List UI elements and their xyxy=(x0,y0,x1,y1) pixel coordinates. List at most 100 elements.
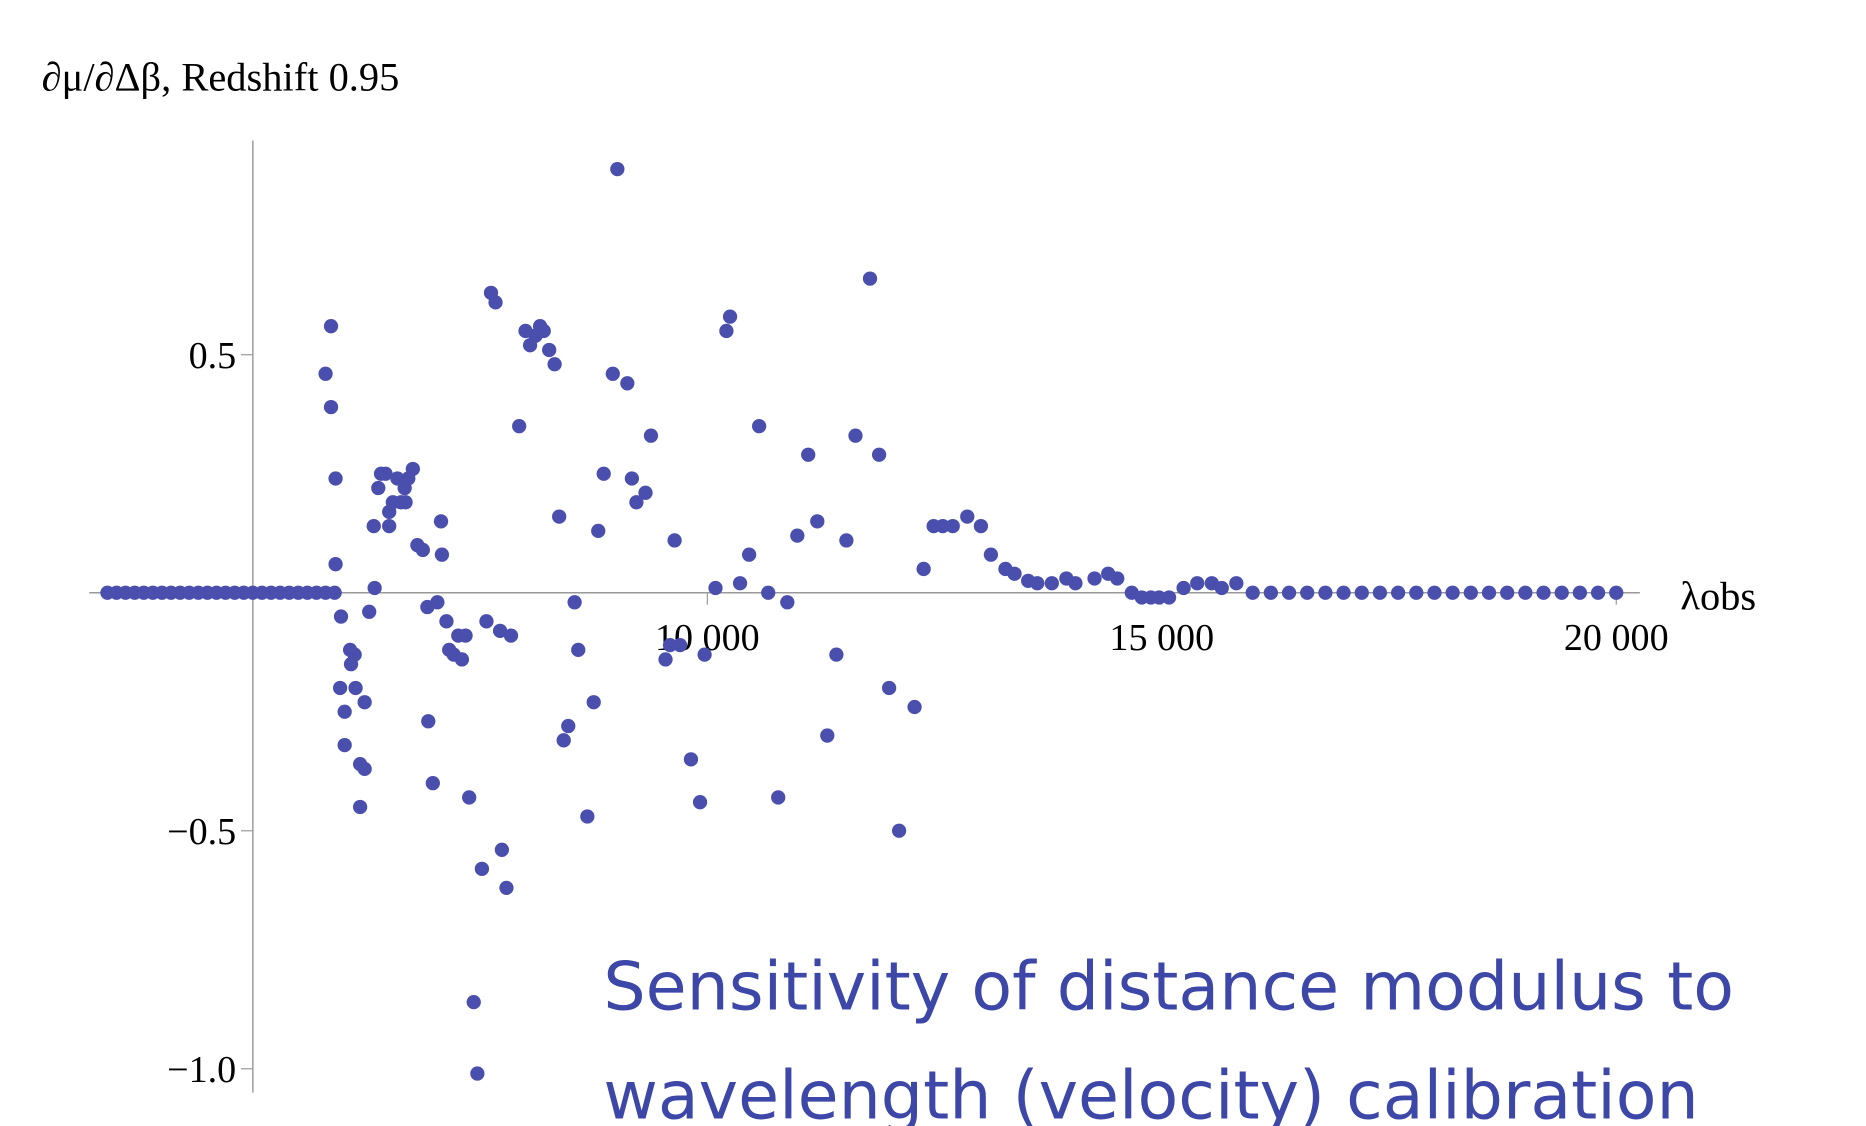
point xyxy=(347,647,362,662)
point xyxy=(916,561,931,577)
point xyxy=(556,733,571,748)
point xyxy=(1068,576,1083,591)
point xyxy=(470,1066,485,1081)
point xyxy=(935,518,950,534)
point xyxy=(571,642,586,658)
point xyxy=(352,799,368,815)
point xyxy=(328,557,343,572)
point xyxy=(1263,585,1279,600)
point xyxy=(1087,571,1102,586)
point xyxy=(357,761,372,777)
point xyxy=(741,547,757,562)
point xyxy=(790,528,805,543)
point xyxy=(643,428,659,443)
point xyxy=(1044,576,1059,591)
point xyxy=(1354,585,1369,600)
x-tick-label: 20 000 xyxy=(1564,617,1669,659)
point xyxy=(439,614,454,629)
point xyxy=(697,647,712,662)
point xyxy=(891,823,907,838)
point xyxy=(492,623,508,638)
point xyxy=(638,485,653,500)
point xyxy=(692,795,708,810)
point xyxy=(382,518,397,534)
point xyxy=(536,323,551,339)
point xyxy=(332,680,348,696)
point xyxy=(624,471,640,486)
point xyxy=(1590,585,1606,600)
point xyxy=(708,580,723,596)
point xyxy=(662,637,678,653)
point xyxy=(323,319,339,334)
point xyxy=(862,271,878,286)
point xyxy=(732,576,748,591)
point xyxy=(378,466,393,481)
point xyxy=(1572,585,1588,600)
point xyxy=(620,376,635,391)
point xyxy=(462,790,477,805)
point xyxy=(1281,585,1297,600)
point xyxy=(580,809,595,824)
point xyxy=(434,547,450,562)
point xyxy=(610,161,625,177)
point xyxy=(1151,590,1167,605)
point xyxy=(567,595,582,610)
point xyxy=(1481,585,1497,600)
point xyxy=(421,714,436,729)
point xyxy=(512,419,527,434)
annotation: Sensitivity of distance modulus to xyxy=(603,947,1734,1025)
point xyxy=(1500,585,1515,600)
point xyxy=(983,547,999,562)
annotation: wavelength (velocity) calibration xyxy=(603,1057,1698,1126)
point xyxy=(960,509,975,524)
point xyxy=(415,542,430,558)
point xyxy=(1214,580,1229,596)
point xyxy=(430,595,445,610)
point xyxy=(810,514,825,529)
point xyxy=(366,518,381,534)
point xyxy=(318,366,333,381)
point xyxy=(829,647,844,662)
point xyxy=(503,628,519,643)
point xyxy=(337,737,352,753)
point xyxy=(458,628,473,643)
point xyxy=(398,495,413,510)
point xyxy=(1445,585,1460,600)
point xyxy=(596,466,611,481)
point xyxy=(820,728,835,743)
y-tick-label: −0.5 xyxy=(167,811,236,853)
point xyxy=(371,480,386,496)
point xyxy=(1427,585,1442,600)
point xyxy=(871,447,887,462)
point xyxy=(466,994,481,1010)
x-axis-label: λobs xyxy=(1680,573,1756,618)
point xyxy=(1609,585,1624,600)
point xyxy=(801,447,816,462)
point xyxy=(683,752,699,767)
point xyxy=(357,695,372,710)
y-tick-label: −1.0 xyxy=(167,1049,236,1091)
point xyxy=(719,323,734,339)
point xyxy=(433,514,449,529)
point xyxy=(405,461,420,477)
point xyxy=(1518,585,1533,600)
plot-area: 10 000 15 000 20 000−1.0−0.50.5 xyxy=(89,140,1669,1093)
point xyxy=(333,609,349,624)
point xyxy=(494,842,510,857)
point xyxy=(1336,585,1351,600)
point xyxy=(1300,585,1315,600)
point xyxy=(667,533,682,548)
point xyxy=(945,518,960,534)
point xyxy=(499,880,514,896)
point xyxy=(591,523,606,539)
chart-title: ∂μ/∂Δβ, Redshift 0.95 xyxy=(42,55,400,100)
point xyxy=(973,518,989,534)
point xyxy=(848,428,863,443)
point xyxy=(1409,585,1424,600)
point xyxy=(907,699,922,715)
point xyxy=(839,533,854,548)
point xyxy=(425,776,440,791)
point xyxy=(1030,576,1045,591)
point xyxy=(323,399,339,415)
